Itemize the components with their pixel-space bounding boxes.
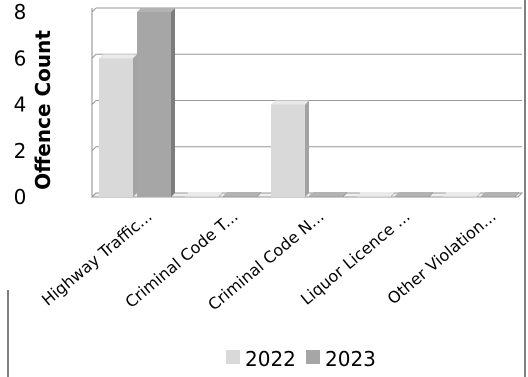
bar-2022-0 (99, 54, 137, 197)
bar-side (429, 192, 433, 197)
y-tick-label: 0 (14, 185, 27, 209)
bar-side (305, 100, 309, 197)
bar-top (223, 192, 261, 196)
bar-2023-2 (309, 192, 347, 197)
bar-front (137, 12, 171, 197)
bar-side (343, 192, 347, 197)
bar-front (395, 196, 429, 197)
bar-side (477, 192, 481, 197)
bar-top (357, 192, 395, 196)
legend: 2022 2023 (226, 347, 376, 371)
bar-2023-3 (395, 192, 433, 197)
bar-top (271, 100, 309, 105)
y-tick-label: 4 (14, 93, 27, 117)
y-tick-labels: 0 2 4 6 8 (14, 0, 27, 209)
gridline-depth (91, 7, 97, 13)
bar-top (309, 192, 347, 196)
gridline-depth (91, 100, 97, 105)
bar-front (99, 58, 133, 197)
bar-2022-4 (443, 192, 481, 197)
legend-label-2023: 2023 (325, 347, 376, 371)
bar-2023-1 (223, 192, 261, 197)
bar-top (99, 54, 137, 59)
gridline-depth (91, 53, 97, 59)
bar-side (515, 192, 519, 197)
x-category-labels: Highway Traffic...Criminal Code T...Crim… (38, 207, 500, 315)
bar-front (357, 196, 391, 197)
y-tick-label: 8 (14, 0, 27, 24)
bar-2022-2 (271, 100, 309, 197)
legend-swatch-2023 (306, 350, 320, 364)
bar-side (219, 192, 223, 197)
bar-top (443, 192, 481, 196)
bar-top (137, 8, 175, 12)
bar-side (391, 192, 395, 197)
bar-side (171, 8, 175, 197)
bar-side (133, 54, 137, 197)
bar-2022-1 (185, 192, 223, 197)
y-tick-label: 6 (14, 46, 27, 70)
bar-front (185, 196, 219, 197)
bar-front (271, 104, 305, 197)
y-tick-label: 2 (14, 139, 27, 163)
bars (99, 8, 519, 197)
bar-2023-4 (481, 192, 519, 197)
bar-front (481, 196, 515, 197)
bar-side (257, 192, 261, 197)
gridline-depth (91, 146, 97, 152)
legend-swatch-2022 (226, 350, 240, 364)
bar-2023-0 (137, 8, 175, 197)
bar-2022-3 (357, 192, 395, 197)
bar-front (309, 196, 343, 197)
bar-top (481, 192, 519, 196)
y-axis-title: Offence Count (31, 30, 55, 190)
bar-front (443, 196, 477, 197)
legend-label-2022: 2022 (245, 347, 296, 371)
bar-top (185, 192, 223, 196)
bar-top (395, 192, 433, 196)
bar-front (223, 196, 257, 197)
